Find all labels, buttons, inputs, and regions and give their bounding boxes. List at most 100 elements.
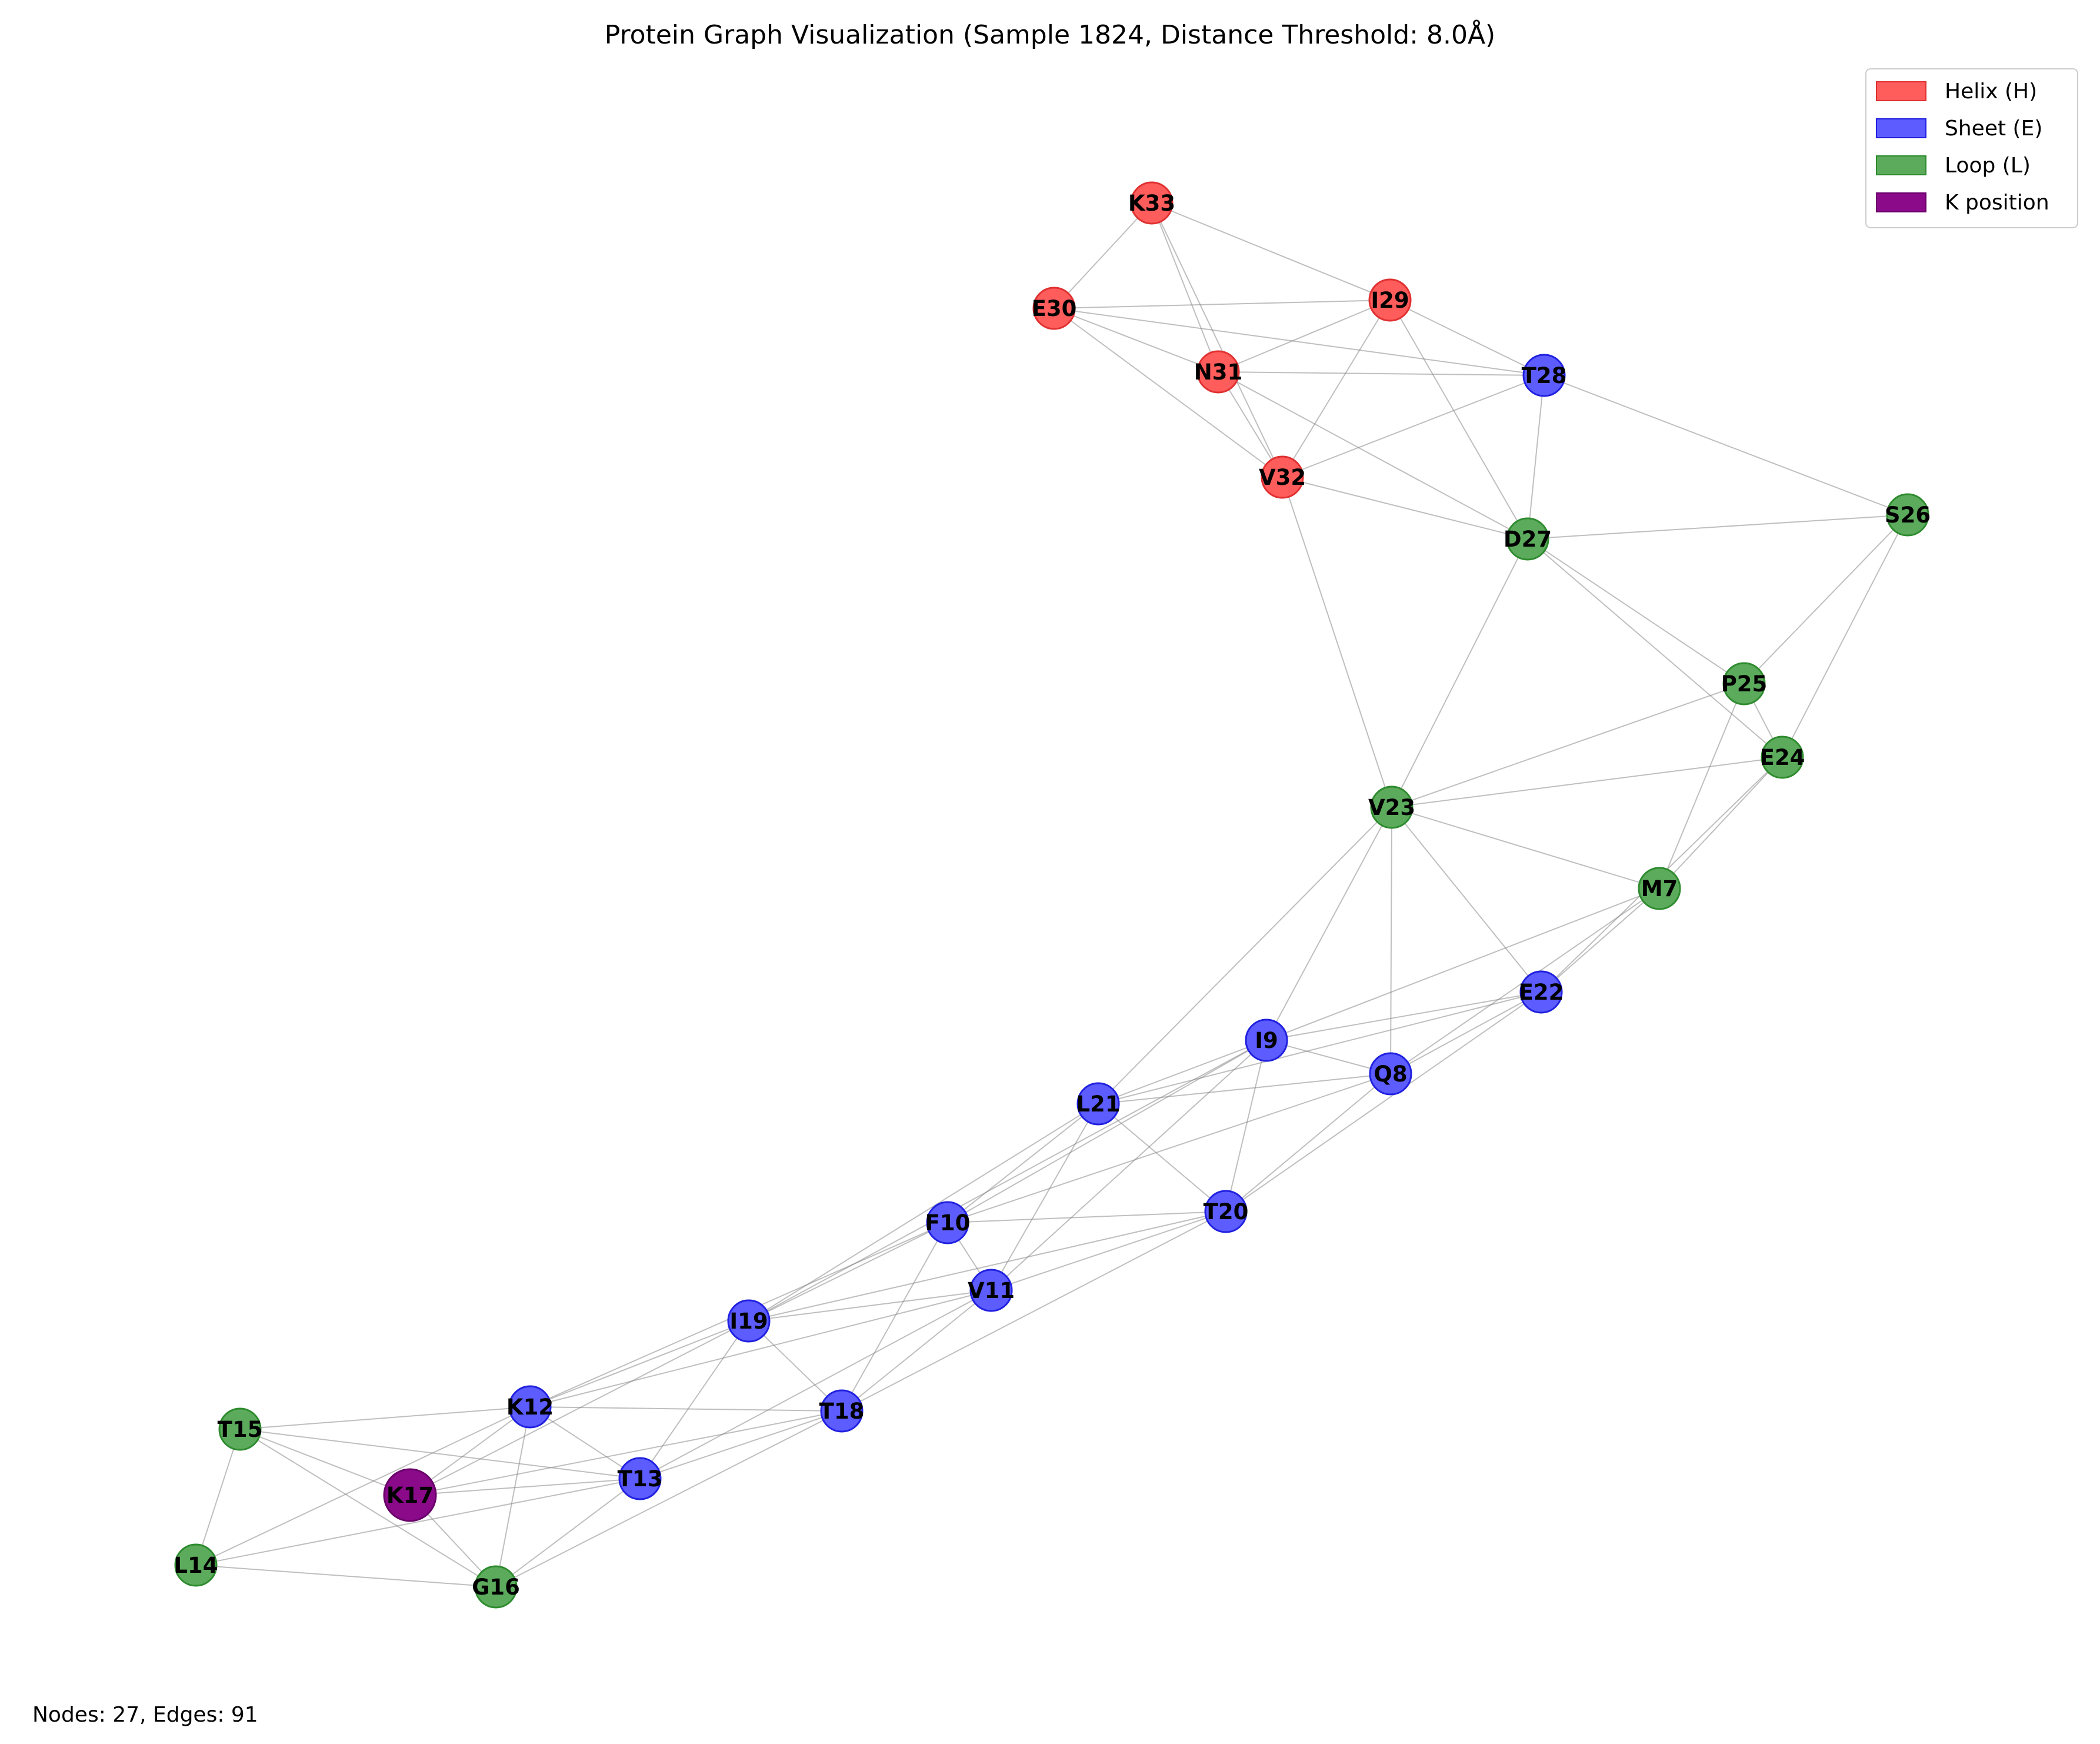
node-label: K12 [506,1394,554,1420]
node-label: E22 [1519,980,1564,1005]
edge-I29-D27 [1389,299,1528,540]
legend-label-H: Helix (H) [1945,79,2037,104]
edge-I29-V32 [1282,299,1391,478]
node-circle [1032,287,1076,330]
edge-E24-V23 [1391,757,1783,808]
node-L14: L14 [174,1543,218,1587]
node-circle [969,1269,1013,1312]
node-circle [1886,493,1929,537]
edge-L21-F10 [947,1103,1099,1223]
edge-V23-Q8 [1390,807,1392,1074]
node-circle [508,1385,552,1429]
node-label: T18 [819,1399,865,1424]
node-label: I9 [1255,1028,1278,1053]
edge-P25-V23 [1391,683,1745,808]
legend-label-L: Loop (L) [1945,154,2031,178]
edge-K12-G16 [495,1406,531,1587]
node-label: N31 [1194,360,1242,385]
node-T15: T15 [218,1407,263,1451]
node-D27: D27 [1504,517,1552,561]
node-label: K33 [1128,191,1175,216]
edge-Q8-F10 [947,1073,1391,1223]
node-P25: P25 [1721,662,1768,705]
node-label: T15 [218,1417,263,1442]
node-label: K17 [386,1483,434,1508]
legend-label-E: Sheet (E) [1945,117,2042,141]
node-F10: F10 [925,1201,970,1244]
node-label: L14 [174,1553,218,1578]
edge-E24-M7 [1659,757,1783,889]
node-G16: G16 [472,1565,520,1609]
node-circle [926,1201,969,1244]
edge-T18-T13 [639,1410,842,1479]
node-circle [1522,354,1566,397]
node-T28: T28 [1522,354,1567,397]
node-circle [1196,350,1240,394]
edge-K12-T15 [239,1406,531,1430]
node-N31: N31 [1194,350,1242,394]
legend-label-K: K position [1945,191,2049,215]
node-circle [174,1543,218,1587]
node-S26: S26 [1885,493,1931,537]
node-K17: K17 [383,1468,437,1522]
node-label: E30 [1032,296,1077,321]
edge-T15-G16 [239,1429,496,1587]
node-circle [1722,662,1766,705]
edge-N31-T28 [1218,371,1545,376]
node-circle [1245,1019,1288,1062]
edge-L21-T20 [1098,1103,1226,1212]
edge-L21-V11 [991,1103,1099,1291]
edge-T18-K17 [409,1410,842,1496]
node-V32: V32 [1259,455,1306,499]
edge-E22-T20 [1225,991,1542,1212]
edge-V11-I19 [748,1290,992,1322]
edge-D27-S26 [1527,514,1908,540]
node-L21: L21 [1076,1082,1121,1126]
node-circle [1130,181,1174,225]
node-label: T28 [1522,363,1567,388]
edge-T28-D27 [1527,375,1545,540]
node-label: I19 [729,1309,768,1334]
edge-I29-N31 [1218,299,1391,372]
node-circle [1519,970,1563,1014]
edge-K33-N31 [1151,202,1219,372]
edge-P25-M7 [1659,683,1745,889]
edge-V11-K12 [529,1290,992,1407]
edge-E30-V32 [1054,308,1283,478]
node-I19: I19 [727,1299,771,1343]
node-label: M7 [1641,876,1678,901]
node-label: I29 [1371,288,1409,313]
edge-Q8-T20 [1225,1073,1391,1212]
nodes-layer: M7 Q8 I9 F10 V11 K12 T13 L14 T15 G16 K17 T18 I19 T20 L… [174,181,1931,1609]
node-Q8: Q8 [1369,1052,1412,1096]
edge-K12-T18 [529,1406,842,1412]
edge-I19-K12 [529,1320,749,1407]
node-circle [1369,1052,1412,1096]
node-K12: K12 [506,1385,554,1429]
edge-Q8-L21 [1098,1073,1391,1104]
edge-V32-D27 [1282,477,1528,540]
node-circle [218,1407,262,1451]
edge-I19-T18 [748,1320,842,1412]
node-label: V32 [1259,465,1306,490]
edge-V11-T13 [639,1290,992,1479]
edge-I19-T13 [639,1320,749,1479]
node-circle [474,1565,518,1609]
legend-frame [1865,68,2078,228]
edge-V23-E22 [1391,807,1542,993]
edge-V23-I9 [1266,807,1392,1041]
node-label: E24 [1760,745,1805,770]
node-label: V23 [1368,795,1415,820]
node-I29: I29 [1368,278,1412,322]
node-label: P25 [1721,671,1768,697]
edge-T13-G16 [495,1478,641,1587]
edge-I9-I19 [748,1040,1267,1322]
edge-D27-E24 [1527,538,1783,758]
edge-T13-T15 [239,1429,641,1479]
node-E30: E30 [1032,287,1077,330]
edge-S26-E24 [1782,514,1908,758]
edge-D27-P25 [1527,538,1745,684]
node-circle [820,1389,864,1433]
node-I9: I9 [1245,1019,1288,1062]
